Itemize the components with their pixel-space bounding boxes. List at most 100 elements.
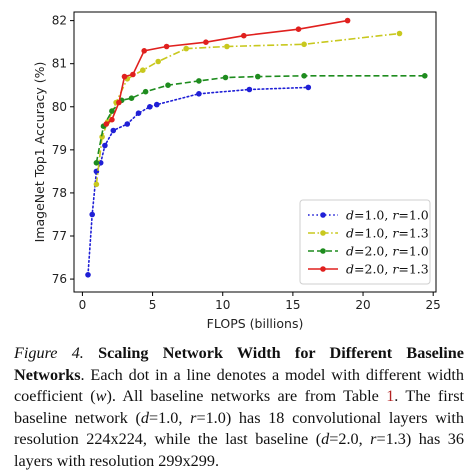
y-tick-label: 80 — [52, 100, 67, 114]
plot-frame — [73, 11, 437, 293]
legend-symbol: = — [354, 208, 364, 223]
caption-text: . The first baseline network ( — [14, 387, 464, 427]
data-point — [124, 121, 131, 127]
data-point — [121, 73, 128, 80]
legend-value: 1.0 — [365, 208, 385, 223]
data-point — [396, 30, 403, 37]
data-point — [254, 73, 261, 80]
data-point — [183, 45, 189, 52]
legend-swatch-marker — [320, 266, 326, 272]
legend-variable: r — [392, 208, 399, 223]
figure-caption: Figure 4. Scaling Network Width for Diff… — [14, 343, 464, 472]
legend-value: 1.0 — [409, 208, 429, 223]
legend-variable: d — [346, 262, 354, 277]
legend-swatch-marker — [320, 212, 326, 218]
legend-value: 1.3 — [409, 226, 429, 241]
data-point — [103, 121, 110, 127]
legend-variable: r — [392, 226, 399, 241]
legend-value: 2.0 — [365, 262, 385, 277]
data-point — [142, 88, 149, 95]
legend-entry: d=1.0, r=1.3 — [346, 226, 429, 241]
accuracy-vs-flops-chart: 0 5 10 15 20 25 76 77 78 79 80 81 82 FLOPS (billions… — [32, 11, 441, 331]
series-1 — [85, 84, 312, 278]
legend-variable: d — [346, 208, 354, 223]
data-point — [196, 91, 202, 97]
caption-text: =1.3) has 36 layers with resolution 299x… — [14, 430, 464, 470]
data-point — [102, 142, 108, 149]
data-point — [93, 160, 100, 166]
x-axis-label: FLOPS (billions) — [207, 316, 304, 331]
data-point — [163, 43, 170, 50]
y-tick-label: 82 — [52, 14, 67, 28]
data-point — [305, 84, 312, 91]
tick-layer: 0 5 10 15 20 25 76 77 78 79 80 81 82 — [52, 14, 441, 312]
caption-text: =2.0, — [329, 430, 371, 448]
caption-var-r: r — [370, 430, 377, 448]
data-point — [241, 32, 247, 39]
legend-variable: r — [392, 262, 399, 277]
legend: d=1.0, r=1.0d=1.0, r=1.3d=2.0, r=1.0d=2.… — [299, 199, 431, 285]
legend-swatch-marker — [320, 248, 326, 254]
x-tick-label: 20 — [355, 298, 370, 312]
legend-entry: d=2.0, r=1.0 — [346, 244, 429, 259]
legend-variable: r — [392, 244, 399, 259]
legend-symbol: = — [398, 226, 408, 241]
data-point — [109, 108, 115, 114]
series-line — [95, 75, 425, 163]
legend-value: 1.0 — [409, 244, 429, 259]
data-point — [147, 104, 153, 110]
series-4 — [103, 17, 351, 127]
data-point — [224, 43, 230, 50]
data-point — [154, 101, 160, 108]
data-point — [301, 41, 307, 48]
y-tick-label: 78 — [52, 186, 67, 200]
caption-var-d: d — [140, 408, 149, 427]
data-point — [140, 67, 146, 73]
data-point — [141, 48, 147, 54]
y-tick-label: 77 — [52, 229, 67, 243]
data-point — [135, 110, 142, 116]
caption-text: =1.0) has 18 convolutional layers with r… — [14, 408, 464, 449]
figure-title: Scaling Network Width for Different Base… — [14, 344, 464, 384]
legend-symbol: = — [354, 262, 364, 277]
data-point — [130, 71, 136, 78]
plot-area-border — [73, 11, 437, 293]
data-point — [99, 134, 105, 140]
legend-symbol: , — [384, 226, 392, 241]
legend-symbol: = — [354, 244, 364, 259]
x-tick-label: 15 — [285, 298, 300, 312]
legend-symbol: , — [384, 262, 392, 277]
series-line — [87, 86, 310, 276]
caption-var-w: w — [95, 387, 107, 405]
legend-box — [299, 199, 431, 285]
data-point — [85, 272, 91, 278]
legend-symbol: = — [398, 262, 408, 277]
x-tick-label: 25 — [426, 298, 441, 312]
data-point — [344, 17, 351, 24]
x-tick-label: 5 — [149, 298, 157, 312]
caption-text: =1.0, — [149, 408, 191, 427]
legend-entry: d=2.0, r=1.3 — [346, 262, 429, 277]
x-tick-label: 0 — [79, 298, 87, 312]
data-point — [109, 116, 115, 123]
data-point — [295, 26, 302, 32]
data-point — [196, 78, 202, 84]
y-tick-label: 81 — [52, 57, 67, 71]
data-point — [155, 58, 161, 65]
data-point — [165, 82, 171, 88]
legend-symbol: , — [384, 208, 392, 223]
figure-label: Figure 4. — [14, 344, 84, 362]
caption-var-r: r — [190, 408, 197, 427]
data-point — [116, 99, 122, 106]
data-point — [246, 86, 253, 93]
series-layer — [85, 17, 428, 278]
table-reference-link[interactable]: 1 — [386, 387, 395, 405]
y-tick-label: 79 — [52, 143, 67, 157]
series-3 — [93, 73, 428, 166]
series-2 — [93, 30, 403, 188]
data-point — [422, 73, 428, 79]
data-point — [222, 74, 229, 81]
data-point — [89, 211, 95, 218]
legend-symbol: = — [398, 244, 408, 259]
y-axis-label: ImageNet Top1 Accuracy (%) — [32, 62, 47, 243]
